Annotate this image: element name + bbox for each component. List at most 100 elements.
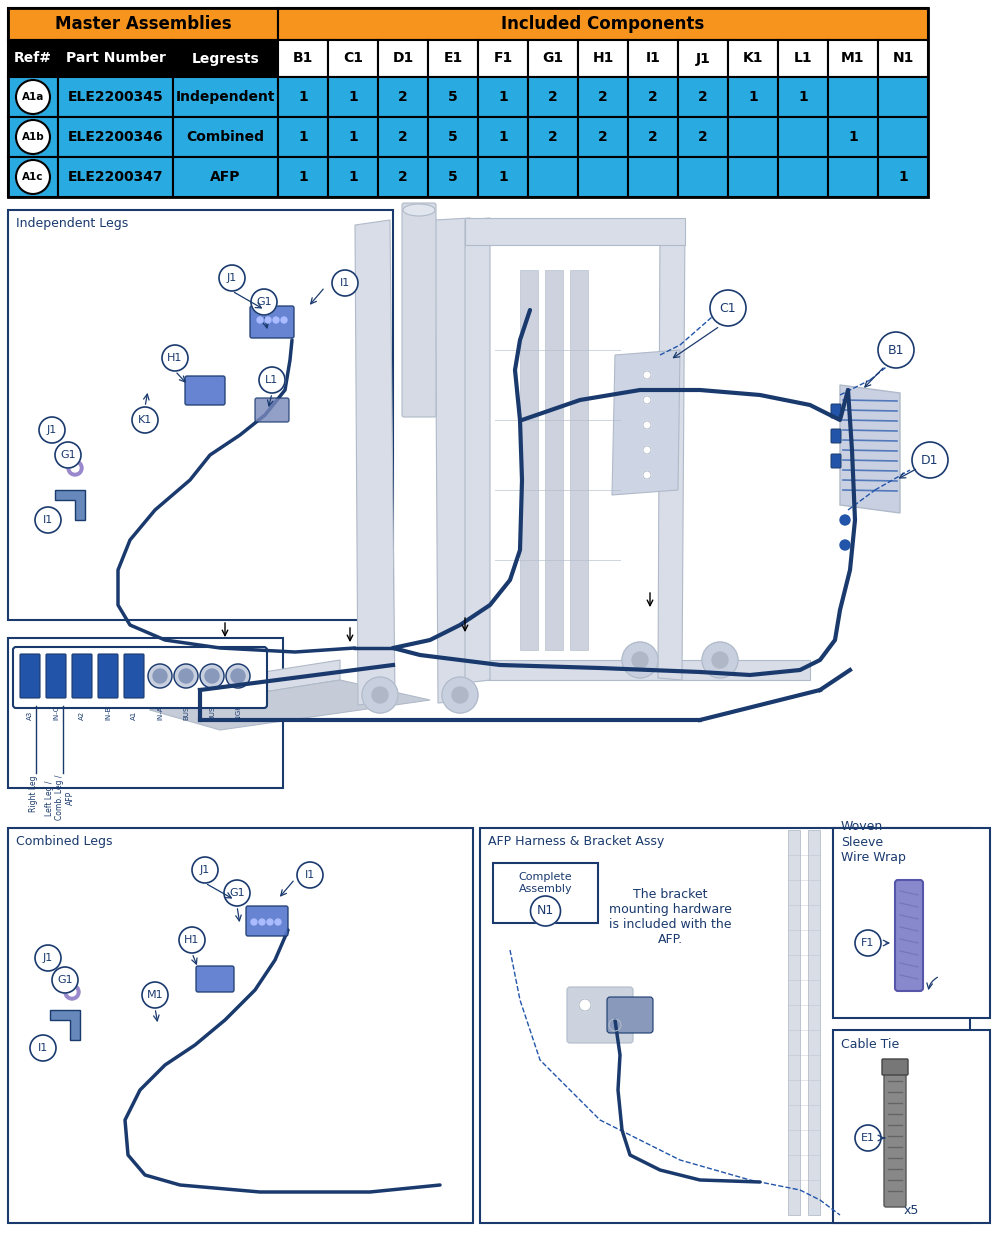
Circle shape (64, 984, 80, 1000)
Circle shape (52, 967, 78, 993)
Text: 1: 1 (498, 90, 508, 104)
Text: A2: A2 (79, 711, 85, 720)
Polygon shape (570, 270, 588, 650)
Text: 2: 2 (698, 90, 708, 104)
Text: D1: D1 (921, 454, 939, 466)
FancyBboxPatch shape (278, 117, 328, 157)
Circle shape (372, 687, 388, 703)
FancyBboxPatch shape (728, 39, 778, 76)
Circle shape (219, 265, 245, 291)
Text: The bracket
mounting hardware
is included with the
AFP.: The bracket mounting hardware is include… (609, 888, 731, 946)
Text: M1: M1 (841, 52, 865, 65)
Circle shape (273, 317, 279, 323)
FancyBboxPatch shape (173, 117, 278, 157)
FancyBboxPatch shape (278, 39, 328, 76)
Polygon shape (480, 660, 810, 681)
FancyBboxPatch shape (378, 117, 428, 157)
Text: 2: 2 (398, 90, 408, 104)
Text: M1: M1 (147, 990, 163, 1000)
FancyBboxPatch shape (46, 653, 66, 698)
FancyBboxPatch shape (478, 39, 528, 76)
Polygon shape (150, 660, 340, 710)
Text: G1: G1 (256, 297, 272, 307)
Text: IN-A: IN-A (157, 705, 163, 720)
Circle shape (609, 1018, 621, 1031)
FancyBboxPatch shape (578, 76, 628, 117)
Text: A1c: A1c (22, 171, 44, 182)
Text: ELE2200347: ELE2200347 (68, 170, 163, 184)
Circle shape (265, 317, 271, 323)
Circle shape (878, 332, 914, 367)
FancyBboxPatch shape (778, 117, 828, 157)
FancyBboxPatch shape (72, 653, 92, 698)
Circle shape (622, 642, 658, 678)
Circle shape (200, 665, 224, 688)
Polygon shape (50, 1010, 80, 1039)
FancyBboxPatch shape (58, 39, 173, 76)
FancyBboxPatch shape (882, 1059, 908, 1075)
FancyBboxPatch shape (578, 117, 628, 157)
Circle shape (251, 289, 277, 314)
FancyBboxPatch shape (778, 39, 828, 76)
FancyBboxPatch shape (528, 39, 578, 76)
FancyBboxPatch shape (378, 157, 428, 197)
FancyBboxPatch shape (173, 39, 278, 76)
Circle shape (855, 1124, 881, 1150)
FancyBboxPatch shape (528, 76, 578, 117)
Circle shape (267, 919, 273, 925)
FancyBboxPatch shape (578, 39, 628, 76)
Circle shape (712, 652, 728, 668)
Circle shape (840, 515, 850, 525)
Text: 1: 1 (498, 170, 508, 184)
Circle shape (643, 471, 651, 478)
FancyBboxPatch shape (831, 454, 841, 469)
Text: 2: 2 (398, 129, 408, 144)
Text: N1: N1 (537, 905, 554, 917)
Circle shape (71, 464, 79, 472)
Text: J1: J1 (696, 52, 710, 65)
FancyBboxPatch shape (728, 117, 778, 157)
Text: Woven
Sleeve
Wire Wrap: Woven Sleeve Wire Wrap (841, 820, 906, 863)
Polygon shape (840, 385, 900, 513)
FancyBboxPatch shape (478, 157, 528, 197)
Text: Cable Tie: Cable Tie (841, 1037, 899, 1051)
FancyBboxPatch shape (8, 157, 58, 197)
Ellipse shape (403, 203, 435, 216)
FancyBboxPatch shape (778, 76, 828, 117)
Text: 1: 1 (498, 129, 508, 144)
Text: B1: B1 (293, 52, 313, 65)
Circle shape (226, 665, 250, 688)
FancyBboxPatch shape (8, 7, 278, 39)
Text: Complete
Assembly: Complete Assembly (519, 872, 572, 894)
Text: J1: J1 (227, 272, 237, 284)
FancyBboxPatch shape (828, 39, 878, 76)
Text: B1: B1 (888, 344, 904, 356)
Text: 2: 2 (648, 129, 658, 144)
Text: Independent Legs: Independent Legs (16, 217, 128, 231)
Polygon shape (520, 270, 538, 650)
Circle shape (67, 460, 83, 476)
FancyBboxPatch shape (278, 157, 328, 197)
FancyBboxPatch shape (196, 965, 234, 993)
Text: A1: A1 (131, 710, 137, 720)
FancyBboxPatch shape (173, 76, 278, 117)
Circle shape (162, 345, 188, 371)
Text: 5: 5 (448, 170, 458, 184)
Text: G1: G1 (229, 888, 245, 898)
Text: Ref#: Ref# (14, 52, 52, 65)
FancyBboxPatch shape (833, 829, 990, 1018)
Circle shape (275, 919, 281, 925)
Text: Combined: Combined (186, 129, 264, 144)
FancyBboxPatch shape (478, 117, 528, 157)
FancyBboxPatch shape (528, 157, 578, 197)
Text: 5: 5 (448, 90, 458, 104)
FancyBboxPatch shape (678, 157, 728, 197)
FancyBboxPatch shape (628, 39, 678, 76)
Circle shape (840, 540, 850, 550)
FancyBboxPatch shape (728, 76, 778, 117)
FancyBboxPatch shape (246, 906, 288, 936)
Text: H1: H1 (167, 353, 183, 363)
Text: AFP Harness & Bracket Assy: AFP Harness & Bracket Assy (488, 836, 664, 848)
Polygon shape (465, 218, 490, 683)
Circle shape (142, 981, 168, 1009)
